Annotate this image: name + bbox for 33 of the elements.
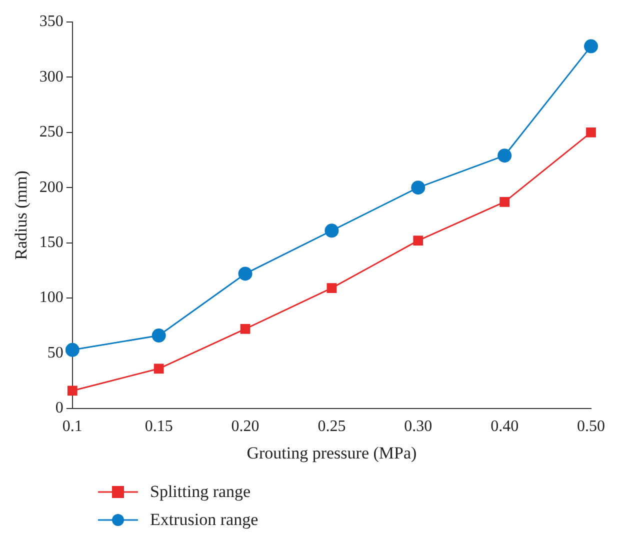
y-tick-label: 250 bbox=[39, 124, 64, 141]
legend-label: Extrusion range bbox=[150, 510, 258, 530]
point bbox=[65, 342, 80, 357]
legend-label: Splitting range bbox=[150, 482, 251, 502]
x-tick-label: 0.30 bbox=[404, 418, 432, 436]
x-tick-label: 0.50 bbox=[577, 418, 605, 436]
y-tick-label: 100 bbox=[39, 289, 64, 306]
point bbox=[586, 127, 596, 138]
point bbox=[154, 364, 164, 374]
y-tick-label: 150 bbox=[39, 234, 64, 252]
point bbox=[498, 148, 512, 163]
point bbox=[324, 224, 339, 238]
y-tick-label: 50 bbox=[47, 344, 64, 362]
x-tick-label: 0.25 bbox=[318, 418, 346, 436]
x-tick-label: 0.1 bbox=[62, 418, 82, 436]
point bbox=[584, 39, 598, 54]
y-axis-title: Radius (mm) bbox=[12, 170, 31, 260]
point bbox=[411, 180, 426, 195]
point bbox=[238, 266, 252, 281]
point bbox=[67, 386, 78, 396]
point bbox=[152, 328, 166, 343]
y-tick-label: 0 bbox=[55, 400, 64, 417]
point bbox=[500, 197, 510, 207]
y-tick-label: 300 bbox=[39, 68, 64, 86]
y-tick-label: 200 bbox=[39, 178, 64, 196]
x-axis-title: Grouting pressure (MPa) bbox=[246, 443, 417, 462]
point bbox=[413, 236, 424, 246]
x-tick-label: 0.15 bbox=[144, 418, 173, 436]
point bbox=[240, 324, 250, 334]
x-tick-label: 0.40 bbox=[490, 418, 519, 436]
x-tick-label: 0.20 bbox=[231, 418, 260, 436]
y-tick-label: 350 bbox=[39, 13, 64, 30]
point bbox=[326, 283, 337, 294]
